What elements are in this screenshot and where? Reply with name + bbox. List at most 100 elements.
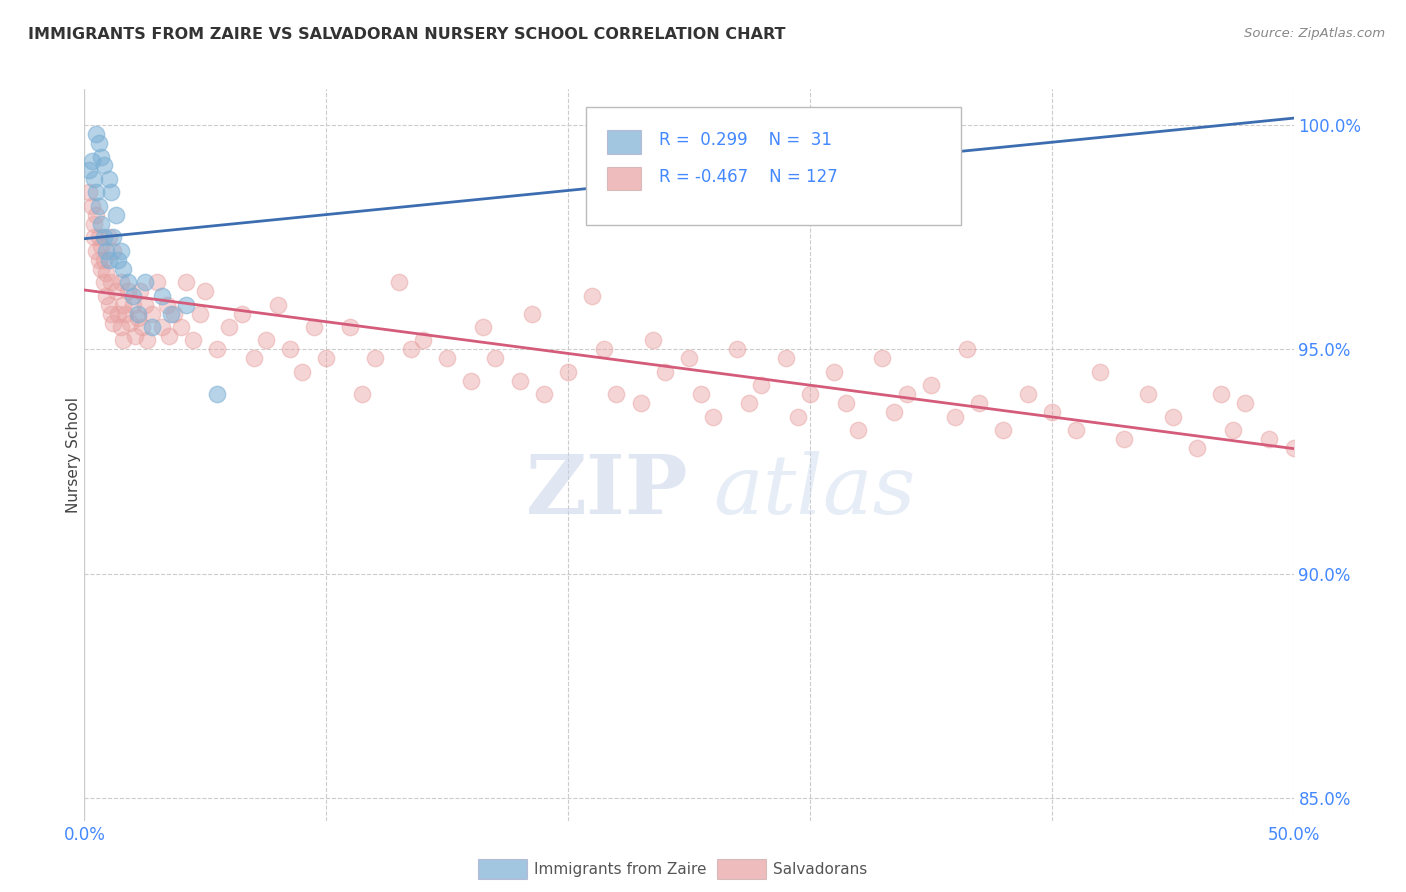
Point [1114,432,1136,446]
Text: R = -0.467    N = 127: R = -0.467 N = 127 [659,168,838,186]
Point [388,275,411,289]
Point [110,275,132,289]
Point [77,163,100,178]
Point [399,343,422,357]
Point [509,374,531,388]
Y-axis label: Nursery School: Nursery School [66,397,80,513]
Point [1282,441,1305,455]
Point [352,387,374,401]
Point [93,252,115,267]
Point [291,365,314,379]
Point [254,334,277,348]
Point [725,343,748,357]
Point [835,396,858,410]
Point [103,316,125,330]
Point [1403,455,1406,469]
Point [678,351,700,366]
Point [339,320,361,334]
Point [104,208,127,222]
Point [1064,423,1087,437]
Point [97,230,120,244]
Point [80,153,103,168]
Point [751,118,773,132]
Point [207,343,229,357]
Point [1209,387,1232,401]
Point [1258,432,1281,446]
Point [83,172,105,186]
Point [107,307,129,321]
Point [121,288,143,302]
Point [134,297,156,311]
Point [823,127,845,141]
Point [87,252,110,267]
Bar [607,130,641,153]
Point [1088,365,1111,379]
Point [86,186,108,200]
Point [100,307,122,321]
Point [100,186,122,200]
Point [1379,441,1402,455]
Point [1185,441,1208,455]
Text: Immigrants from Zaire: Immigrants from Zaire [534,863,707,877]
Point [131,320,153,334]
Point [170,320,193,334]
Point [738,396,761,410]
Point [484,351,506,366]
Point [174,275,197,289]
Point [112,334,135,348]
Point [77,186,100,200]
Point [920,378,942,392]
Point [436,351,458,366]
Point [160,307,183,321]
Point [80,199,103,213]
Point [114,307,136,321]
Point [207,387,229,401]
Point [150,320,173,334]
Point [751,378,773,392]
Point [86,208,108,222]
Point [94,266,117,280]
Point [702,409,724,424]
Point [315,351,337,366]
Point [630,396,652,410]
Point [242,351,264,366]
Point [231,307,253,321]
Point [967,396,990,410]
Text: Salvadorans: Salvadorans [773,863,868,877]
Point [97,172,120,186]
Point [86,127,108,141]
Point [87,136,110,150]
Point [93,275,115,289]
Point [103,230,125,244]
Point [112,261,135,276]
Point [90,149,112,163]
Text: IMMIGRANTS FROM ZAIRE VS SALVADORAN NURSERY SCHOOL CORRELATION CHART: IMMIGRANTS FROM ZAIRE VS SALVADORAN NURS… [28,27,786,42]
Point [581,288,603,302]
Text: Source: ZipAtlas.com: Source: ZipAtlas.com [1244,27,1385,40]
Point [129,284,152,298]
Point [1222,423,1244,437]
Point [1319,432,1341,446]
Point [87,199,110,213]
Point [1161,409,1184,424]
Bar [607,167,641,190]
Point [1040,405,1063,419]
Point [136,334,159,348]
Point [83,217,105,231]
Point [112,297,135,311]
Point [533,387,555,401]
Point [472,320,495,334]
Point [654,365,676,379]
Point [1306,409,1329,424]
Point [799,387,821,401]
Point [218,320,240,334]
Point [90,217,112,231]
FancyBboxPatch shape [586,108,962,225]
Text: atlas: atlas [713,451,915,532]
Point [557,365,579,379]
Point [110,320,132,334]
Point [181,334,204,348]
Point [520,307,543,321]
Point [194,284,217,298]
Point [107,252,129,267]
